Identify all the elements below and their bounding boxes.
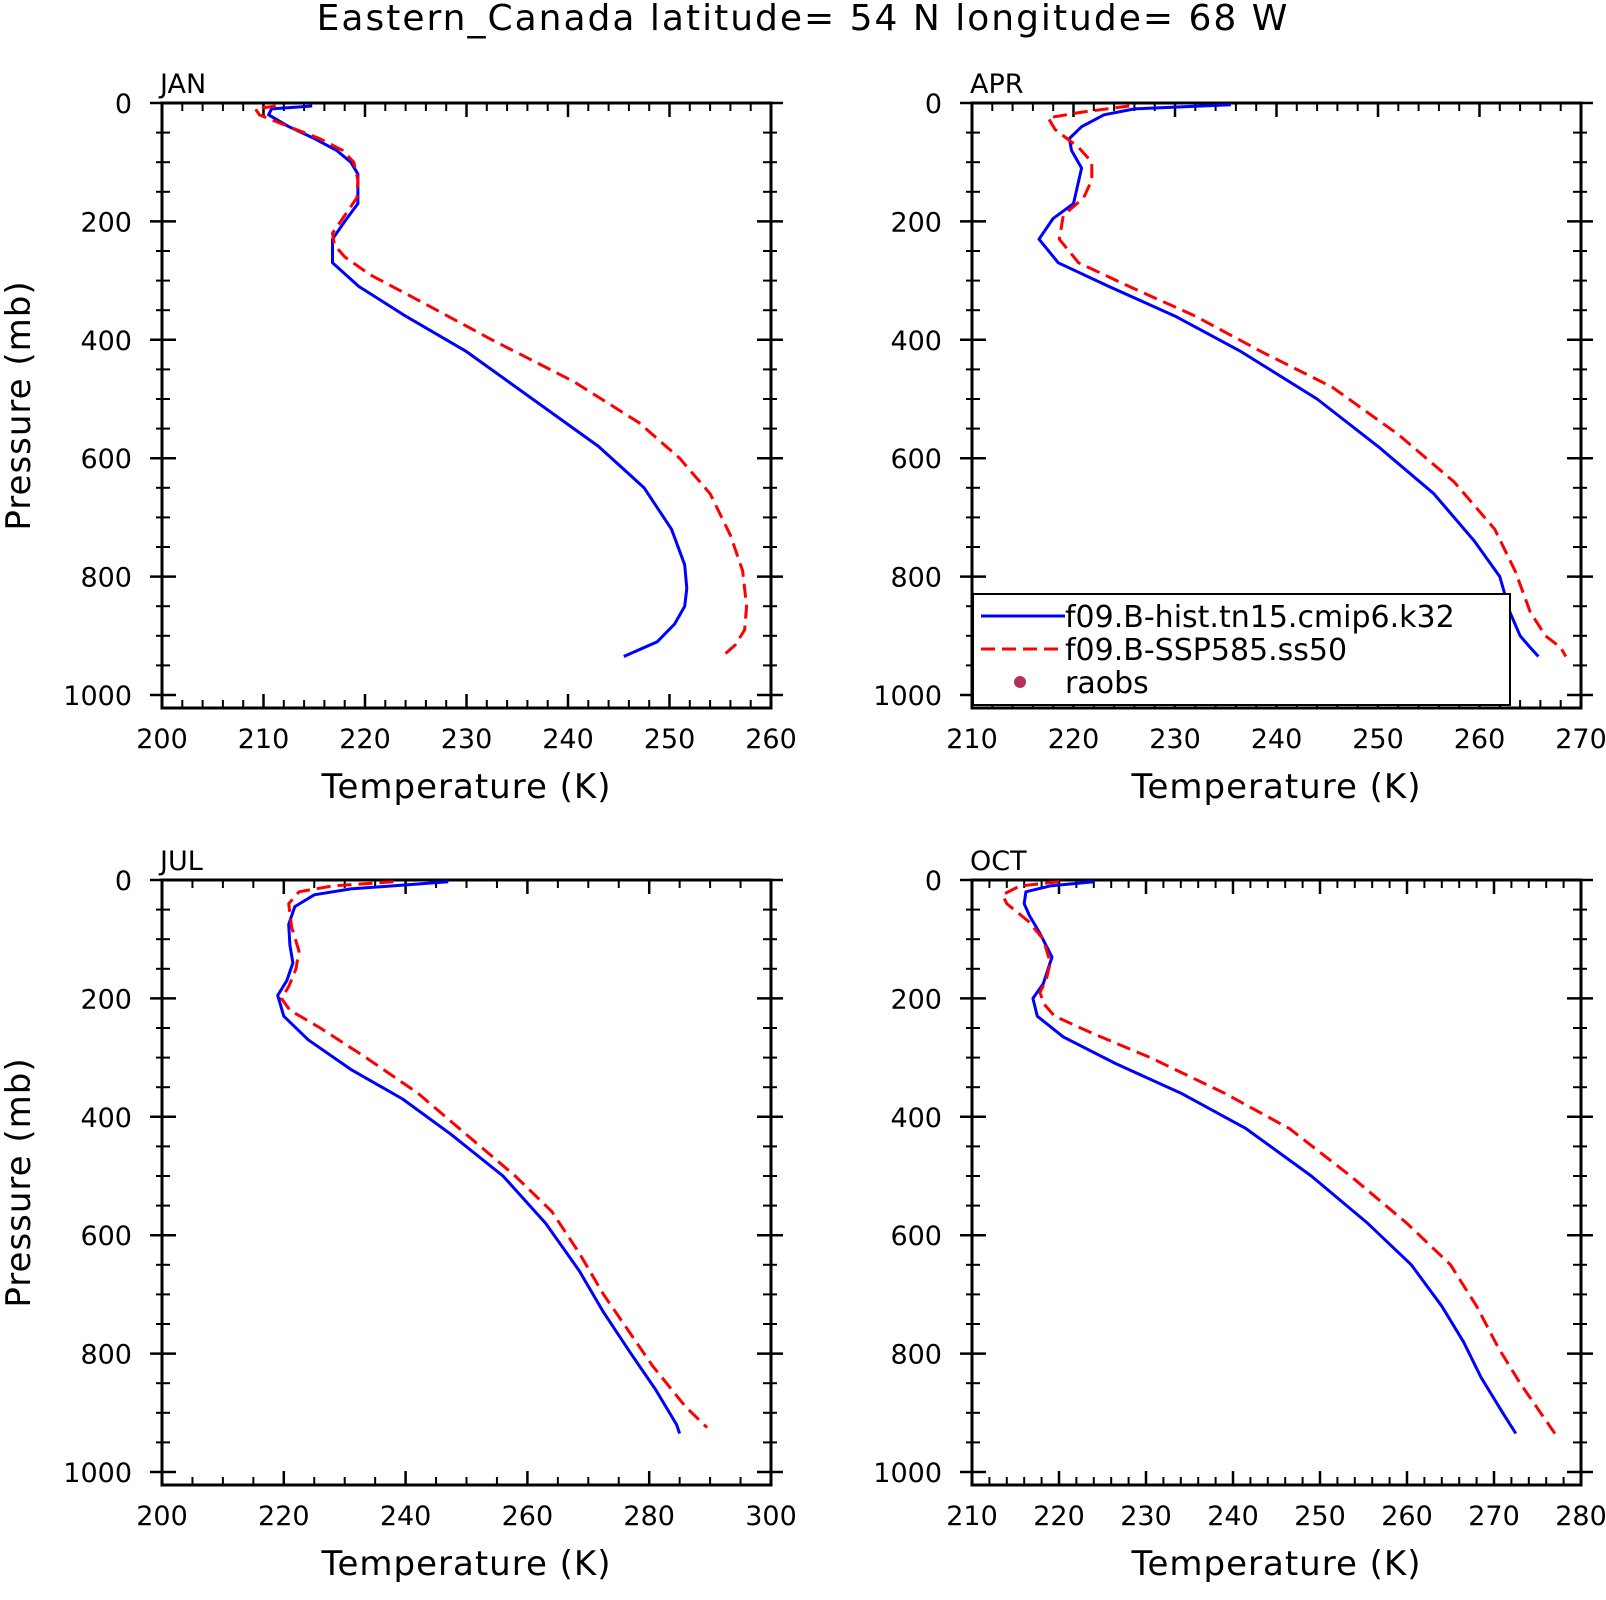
x-tick-label: 220 (1048, 724, 1100, 755)
x-tick-label: 220 (1033, 1501, 1085, 1532)
x-axis-title: Temperature (K) (1130, 767, 1421, 807)
y-tick-label: 800 (80, 1340, 132, 1371)
legend: f09.B-hist.tn15.cmip6.k32f09.B-SSP585.ss… (972, 593, 1511, 706)
y-tick-label: 1000 (63, 681, 132, 712)
x-axis-title: Temperature (K) (320, 1544, 611, 1584)
x-tick-label: 280 (623, 1501, 675, 1532)
y-tick-label: 200 (890, 207, 942, 238)
y-tick-label: 800 (80, 563, 132, 594)
series-line-hist (276, 880, 682, 1434)
y-tick-label: 800 (890, 563, 942, 594)
x-tick-label: 200 (136, 724, 188, 755)
x-tick-label: 240 (380, 1501, 432, 1532)
x-tick-label: 260 (1381, 1501, 1433, 1532)
figure-title: Eastern_Canada latitude= 54 N longitude=… (317, 0, 1290, 39)
x-tick-label: 240 (1251, 724, 1303, 755)
y-tick-label: 1000 (873, 681, 942, 712)
legend-label: f09.B-hist.tn15.cmip6.k32 (1065, 600, 1455, 635)
y-axis-title: Pressure (mb) (0, 280, 39, 530)
x-tick-label: 220 (339, 724, 391, 755)
y-tick-label: 0 (925, 89, 942, 120)
x-tick-label: 250 (1352, 724, 1404, 755)
x-tick-label: 300 (745, 1501, 797, 1532)
y-tick-label: 400 (80, 1103, 132, 1134)
legend-label: f09.B-SSP585.ss50 (1065, 633, 1347, 668)
panel-label: JUL (158, 846, 203, 877)
panel-apr: 210 220 230 240 250 260 270 0 200 400 600 800 1000 AP… (873, 69, 1606, 807)
x-tick-label: 230 (1149, 724, 1201, 755)
y-tick-label: 600 (890, 444, 942, 475)
series-line-hist (267, 104, 689, 658)
series-line-ssp585 (279, 880, 709, 1429)
x-tick-label: 260 (745, 724, 797, 755)
legend-marker-raobs (1014, 676, 1026, 688)
x-tick-label: 250 (1294, 1501, 1346, 1532)
y-tick-label: 200 (80, 984, 132, 1015)
y-tick-label: 400 (890, 326, 942, 357)
y-tick-label: 1000 (873, 1458, 942, 1489)
panel-oct: 210 220 230 240 250 260 270 280 0 200 400 600 800 100… (873, 846, 1606, 1584)
series-line-hist (1037, 103, 1540, 658)
y-tick-label: 200 (890, 984, 942, 1015)
series-line-ssp585 (1046, 104, 1568, 658)
plot-frame (160, 878, 773, 1487)
x-tick-label: 240 (1207, 1501, 1259, 1532)
y-tick-label: 400 (80, 326, 132, 357)
x-tick-label: 250 (644, 724, 696, 755)
series-line-hist (1022, 880, 1518, 1435)
y-tick-label: 0 (925, 866, 942, 897)
x-axis-title: Temperature (K) (320, 767, 611, 807)
x-tick-label: 260 (502, 1501, 554, 1532)
x-tick-label: 230 (441, 724, 493, 755)
series-line-ssp585 (253, 104, 749, 658)
y-tick-label: 600 (80, 444, 132, 475)
legend-box (972, 593, 1511, 706)
panels-group: 200 210 220 230 240 250 260 0 200 400 600 800 1000 JA… (0, 69, 1606, 1584)
y-tick-label: 800 (890, 1340, 942, 1371)
x-tick-label: 240 (542, 724, 594, 755)
panel-label: OCT (970, 846, 1027, 877)
y-tick-label: 600 (890, 1221, 942, 1252)
x-tick-label: 270 (1468, 1501, 1520, 1532)
y-tick-label: 0 (115, 866, 132, 897)
panel-jan: 200 210 220 230 240 250 260 0 200 400 600 800 1000 JA… (0, 69, 797, 807)
y-tick-label: 0 (115, 89, 132, 120)
x-tick-label: 220 (258, 1501, 310, 1532)
x-tick-label: 210 (946, 1501, 998, 1532)
x-tick-label: 210 (946, 724, 998, 755)
y-tick-label: 600 (80, 1221, 132, 1252)
x-tick-label: 260 (1454, 724, 1506, 755)
x-tick-label: 270 (1555, 724, 1606, 755)
plot-frame (970, 878, 1583, 1487)
legend-label: raobs (1065, 666, 1149, 701)
x-axis-title: Temperature (K) (1130, 1544, 1421, 1584)
x-tick-label: 200 (136, 1501, 188, 1532)
x-tick-label: 280 (1555, 1501, 1606, 1532)
series-line-ssp585 (1001, 880, 1557, 1435)
y-tick-label: 200 (80, 207, 132, 238)
x-tick-label: 210 (238, 724, 290, 755)
y-axis-title: Pressure (mb) (0, 1057, 39, 1307)
x-tick-label: 230 (1120, 1501, 1172, 1532)
y-tick-label: 1000 (63, 1458, 132, 1489)
panel-label: JAN (158, 69, 206, 100)
y-tick-label: 400 (890, 1103, 942, 1134)
panel-jul: 200 220 240 260 280 300 0 200 400 600 800 1000 JUL Te… (0, 846, 797, 1584)
panel-label: APR (970, 69, 1024, 100)
